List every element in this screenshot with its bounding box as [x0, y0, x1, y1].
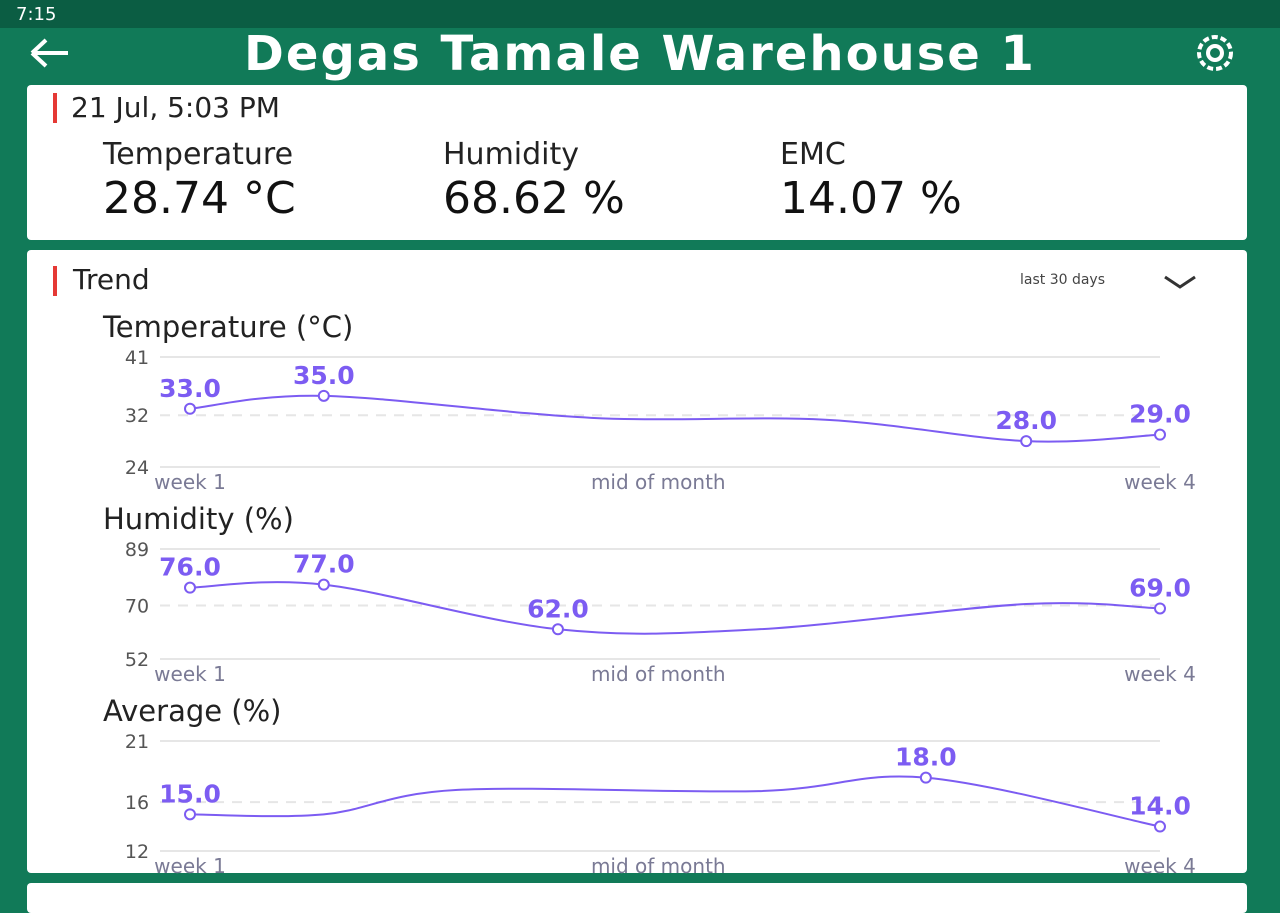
chart-title: Average (%) — [103, 694, 282, 728]
trend-title: Trend — [73, 263, 150, 296]
data-label: 18.0 — [895, 743, 957, 772]
back-button[interactable] — [28, 36, 72, 70]
data-label: 77.0 — [293, 550, 355, 579]
data-point — [1154, 820, 1166, 833]
data-point — [1020, 435, 1033, 448]
settings-button[interactable] — [1186, 32, 1246, 76]
reading-value: 28.74 °C — [103, 173, 296, 224]
data-point — [1154, 428, 1166, 441]
data-label: 62.0 — [527, 594, 589, 623]
accent-bar — [53, 266, 57, 296]
timestamp: 21 Jul, 5:03 PM — [71, 91, 280, 124]
data-label: 28.0 — [995, 406, 1057, 435]
data-label: 76.0 — [159, 553, 221, 582]
y-tick-label: 32 — [125, 405, 149, 427]
y-tick-label: 21 — [125, 731, 149, 753]
trend-card: Trend last 30 days — [27, 250, 1247, 873]
trend-line — [189, 775, 1161, 828]
y-tick-label: 16 — [125, 792, 149, 814]
x-tick-label: week 4 — [1124, 662, 1196, 686]
y-tick-label: 41 — [125, 347, 149, 369]
x-tick-label: week 4 — [1124, 470, 1196, 494]
x-tick-label: week 1 — [154, 662, 226, 686]
x-tick-label: week 1 — [154, 854, 226, 878]
y-tick-label: 70 — [125, 595, 149, 617]
data-point — [551, 623, 564, 636]
status-time: 7:15 — [16, 4, 57, 25]
reading-value: 14.07 % — [780, 173, 962, 224]
y-tick-label: 24 — [125, 457, 149, 479]
data-point — [317, 389, 330, 402]
x-tick-label: mid of month — [591, 470, 726, 494]
status-bar: 7:15 — [0, 0, 1280, 28]
trend-line — [189, 581, 1161, 635]
dropdown-arrow[interactable] — [1162, 272, 1198, 292]
data-point — [184, 808, 196, 821]
data-label: 14.0 — [1129, 792, 1191, 821]
accent-bar — [53, 93, 57, 123]
data-point — [184, 581, 196, 594]
data-label: 33.0 — [159, 374, 221, 403]
x-tick-label: week 4 — [1124, 854, 1196, 878]
reading-label: Temperature — [103, 137, 294, 172]
y-tick-label: 12 — [125, 841, 149, 863]
data-label: 29.0 — [1129, 400, 1191, 429]
reading-value: 68.62 % — [443, 173, 625, 224]
chart-title: Humidity (%) — [103, 502, 294, 536]
latest-card: 21 Jul, 5:03 PM Temperature 28.74 °C Hum… — [27, 85, 1247, 240]
reading-label: EMC — [780, 137, 846, 172]
data-label: 69.0 — [1129, 573, 1191, 602]
y-tick-label: 52 — [125, 649, 149, 671]
x-tick-label: mid of month — [591, 854, 726, 878]
data-label: 35.0 — [293, 361, 355, 390]
range-dropdown[interactable]: last 30 days — [1020, 272, 1106, 288]
data-point — [317, 578, 330, 591]
data-point — [184, 402, 196, 415]
reading-label: Humidity — [443, 137, 580, 172]
screen-title: Degas Tamale Warehouse 1 — [244, 26, 1036, 82]
y-tick-label: 89 — [125, 539, 149, 561]
chart-title: Temperature (°C) — [102, 310, 353, 344]
data-label: 15.0 — [159, 779, 221, 808]
data-point — [1154, 602, 1166, 615]
x-tick-label: week 1 — [154, 470, 226, 494]
x-tick-label: mid of month — [591, 662, 726, 686]
data-point — [919, 771, 932, 784]
